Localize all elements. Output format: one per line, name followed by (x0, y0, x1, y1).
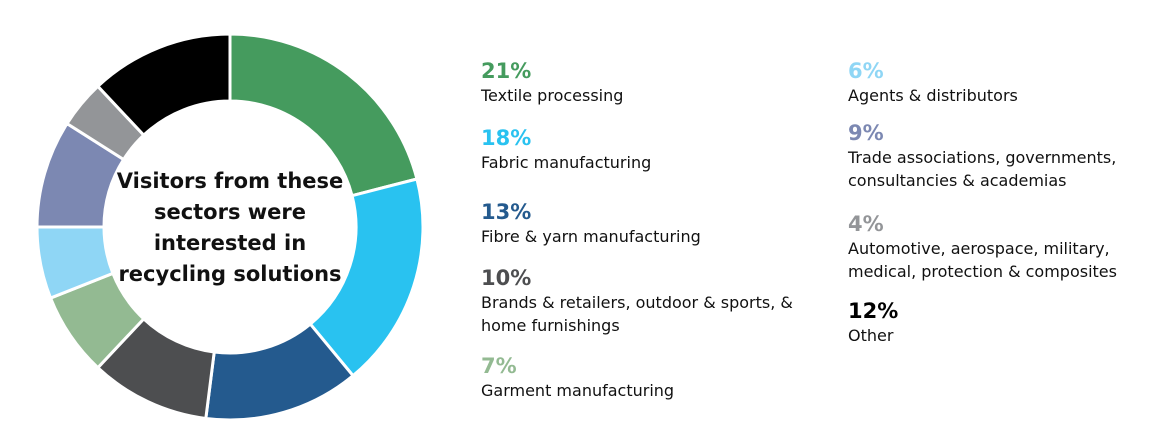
legend-label: Garment manufacturing (481, 381, 675, 400)
legend-value: 18% (481, 126, 532, 150)
legend-item: 9% Trade associations, governments, consu… (848, 120, 1148, 192)
legend-value: 10% (481, 266, 532, 290)
legend-label: Fabric manufacturing (481, 153, 652, 172)
legend-value: 21% (481, 59, 532, 83)
legend-value: 7% (481, 354, 517, 378)
legend-label: Trade associations, governments, consult… (848, 148, 1117, 190)
legend-item: 12% Other (848, 298, 1148, 347)
chart-title: Visitors from these sectors were interes… (116, 169, 344, 286)
legend-item: 13% Fibre & yarn manufacturing (481, 199, 801, 248)
legend-label: Automotive, aerospace, military, medical… (848, 239, 1117, 281)
legend-item: 21% Textile processing (481, 58, 801, 107)
legend-item: 18% Fabric manufacturing (481, 125, 801, 174)
legend-item: 4% Automotive, aerospace, military, medic… (848, 211, 1148, 283)
legend-value: 12% (848, 299, 899, 323)
legend-label: Textile processing (481, 86, 624, 105)
legend-value: 9% (848, 121, 884, 145)
legend-item: 7% Garment manufacturing (481, 353, 801, 402)
legend-label: Brands & retailers, outdoor & sports, & … (481, 293, 793, 335)
legend-value: 13% (481, 200, 532, 224)
legend-label: Agents & distributors (848, 86, 1018, 105)
legend-label: Fibre & yarn manufacturing (481, 227, 701, 246)
donut-slice (95, 32, 232, 138)
legend-item: 10% Brands & retailers, outdoor & sports,… (481, 265, 801, 337)
legend-value: 4% (848, 212, 884, 236)
legend-value: 6% (848, 59, 884, 83)
legend-label: Other (848, 326, 894, 345)
legend-item: 6% Agents & distributors (848, 58, 1148, 107)
